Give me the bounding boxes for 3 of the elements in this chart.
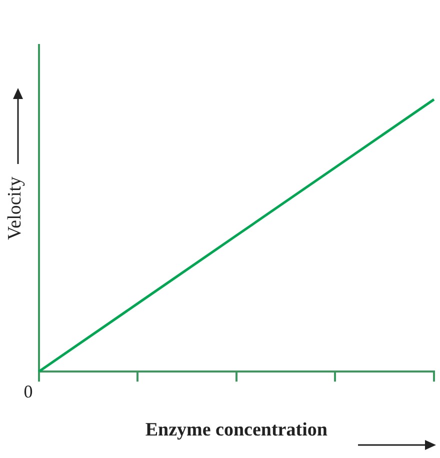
x-axis-title: Enzyme concentration [145,420,328,441]
text: 0 [24,381,33,402]
y-axis-title: Velocity [4,176,26,240]
